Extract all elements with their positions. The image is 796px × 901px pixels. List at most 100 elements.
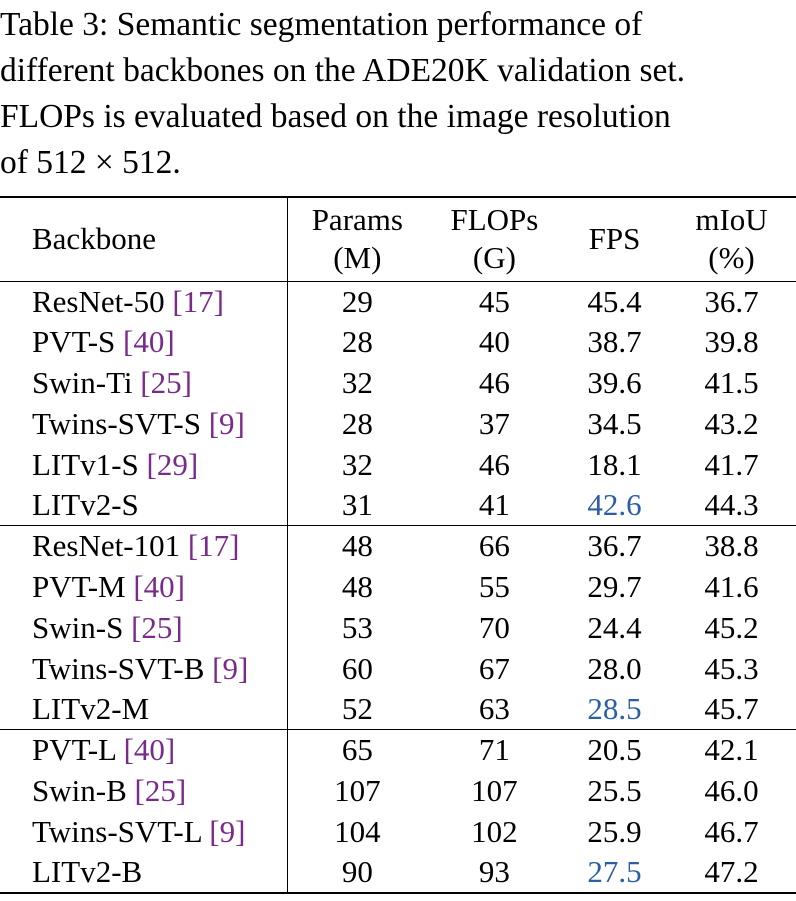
- cell-flops: 55: [478, 568, 510, 604]
- cell-params: 107: [334, 772, 381, 808]
- citation-link[interactable]: [29]: [146, 446, 199, 482]
- header-params-label: Params: [311, 202, 403, 238]
- cell-backbone: Swin-B [25]: [0, 770, 288, 812]
- cell-params: 32: [341, 364, 373, 400]
- citation-link[interactable]: [25]: [134, 772, 187, 808]
- cell-flops: 93: [426, 852, 562, 894]
- cell-fps: 18.1: [587, 446, 642, 482]
- cell-params: 48: [287, 525, 427, 567]
- cell-backbone: Swin-S [25]: [0, 607, 288, 649]
- table-row: ResNet-50 [17] 29 45 45.4 36.7: [0, 281, 796, 322]
- cell-backbone: PVT-M [40]: [0, 566, 288, 608]
- header-miou: mIoU (%): [667, 197, 796, 281]
- cell-miou: 43.2: [704, 405, 759, 441]
- caption-line: FLOPs is evaluated based on the image re…: [0, 98, 671, 135]
- header-miou-label: mIoU: [695, 202, 768, 238]
- table-row: Twins-SVT-L [9] 104 102 25.9 46.7: [0, 811, 796, 853]
- cell-miou: 41.7: [704, 446, 759, 482]
- table-row: Swin-Ti [25] 32 46 39.6 41.5: [0, 362, 796, 404]
- cell-flops: 46: [478, 446, 510, 482]
- cell-backbone: Twins-SVT-L [9]: [0, 811, 288, 853]
- cell-miou: 46.0: [704, 772, 759, 808]
- cell-fps: 24.4: [587, 609, 642, 645]
- cell-backbone: LITv2-M: [0, 688, 288, 730]
- citation-link[interactable]: [9]: [208, 405, 245, 441]
- table-body: ResNet-50 [17] 29 45 45.4 36.7 PVT-S [40] 28 40…: [0, 281, 796, 894]
- cell-flops: 67: [478, 650, 510, 686]
- backbone-name: LITv2-M: [32, 691, 150, 727]
- cell-miou: 36.7: [704, 283, 759, 319]
- cell-fps: 45.4: [587, 283, 642, 319]
- table-caption: Table 3: Semantic segmentation performan…: [0, 2, 796, 186]
- table-row: LITv2-S 31 41 42.6 44.3: [0, 484, 796, 526]
- backbone-name: Twins-SVT-B: [32, 650, 213, 686]
- cell-backbone: ResNet-101 [17]: [0, 525, 288, 567]
- cell-fps: 28.0: [587, 650, 642, 686]
- citation-link[interactable]: [25]: [131, 609, 183, 645]
- cell-flops: 46: [478, 364, 510, 400]
- caption-line: of 512 × 512.: [0, 144, 181, 181]
- citation-link[interactable]: [25]: [140, 364, 192, 400]
- header-flops-unit: (G): [472, 240, 516, 276]
- cell-params: 52: [341, 691, 373, 727]
- table-row: Swin-B [25] 107 107 25.5 46.0: [0, 770, 796, 812]
- caption-line: different backbones on the ADE20K valida…: [0, 52, 686, 89]
- cell-flops: 107: [471, 772, 518, 808]
- backbone-name: Twins-SVT-L: [32, 813, 210, 849]
- cell-miou: 47.2: [667, 852, 796, 894]
- header-params-unit: (M): [333, 240, 382, 276]
- cell-params: 29: [341, 283, 373, 319]
- citation-link[interactable]: [40]: [133, 568, 186, 604]
- backbone-name: LITv1-S: [32, 446, 147, 482]
- cell-fps: 25.5: [587, 772, 642, 808]
- cell-fps: 34.5: [587, 405, 642, 441]
- cell-miou: 45.3: [704, 650, 759, 686]
- header-row: Backbone Params (M) FLOPs (G) FPS mIoU (…: [0, 197, 796, 281]
- cell-flops: 71: [426, 729, 562, 771]
- cell-fps: 28.5: [587, 691, 642, 727]
- cell-params: 60: [341, 650, 373, 686]
- header-backbone: Backbone: [0, 197, 288, 281]
- table-row: PVT-L [40] 65 71 20.5 42.1: [0, 729, 796, 771]
- cell-backbone: Twins-SVT-B [9]: [0, 648, 288, 689]
- cell-backbone: LITv2-B: [0, 852, 288, 894]
- cell-miou: 38.8: [667, 525, 796, 567]
- citation-link[interactable]: [40]: [123, 324, 175, 360]
- citation-link[interactable]: [17]: [172, 283, 224, 319]
- citation-link[interactable]: [9]: [212, 650, 249, 686]
- backbone-name: ResNet-101: [32, 528, 188, 564]
- cell-params: 28: [341, 324, 373, 360]
- cell-backbone: LITv1-S [29]: [0, 444, 288, 485]
- cell-params: 31: [341, 487, 373, 523]
- header-flops-label: FLOPs: [450, 202, 539, 238]
- cell-fps: 39.6: [587, 364, 642, 400]
- table-row: ResNet-101 [17] 48 66 36.7 38.8: [0, 525, 796, 567]
- results-table: Backbone Params (M) FLOPs (G) FPS mIoU (…: [0, 196, 796, 894]
- backbone-name: ResNet-50: [32, 283, 173, 319]
- backbone-name: Swin-S: [32, 609, 132, 645]
- cell-miou: 45.2: [704, 609, 759, 645]
- citation-link[interactable]: [40]: [123, 732, 176, 768]
- citation-link[interactable]: [17]: [187, 528, 240, 564]
- cell-fps: 20.5: [561, 729, 668, 771]
- table-row: LITv2-B 90 93 27.5 47.2: [0, 852, 796, 894]
- cell-miou: 46.7: [704, 813, 759, 849]
- cell-params: 65: [287, 729, 427, 771]
- citation-link[interactable]: [9]: [209, 813, 246, 849]
- cell-miou: 44.3: [704, 487, 759, 523]
- cell-miou: 41.6: [704, 568, 759, 604]
- cell-flops: 41: [478, 487, 510, 523]
- table-row: LITv1-S [29] 32 46 18.1 41.7: [0, 444, 796, 485]
- cell-fps: 38.7: [587, 324, 642, 360]
- backbone-name: PVT-M: [32, 568, 134, 604]
- backbone-name: Twins-SVT-S: [32, 405, 209, 441]
- cell-backbone: Twins-SVT-S [9]: [0, 403, 288, 445]
- table-row: Twins-SVT-S [9] 28 37 34.5 43.2: [0, 403, 796, 445]
- cell-miou: 41.5: [704, 364, 759, 400]
- backbone-name: Swin-B: [32, 772, 135, 808]
- cell-params: 28: [341, 405, 373, 441]
- header-miou-unit: (%): [708, 240, 755, 276]
- cell-params: 53: [341, 609, 373, 645]
- cell-params: 48: [341, 568, 373, 604]
- backbone-name: PVT-S: [32, 324, 124, 360]
